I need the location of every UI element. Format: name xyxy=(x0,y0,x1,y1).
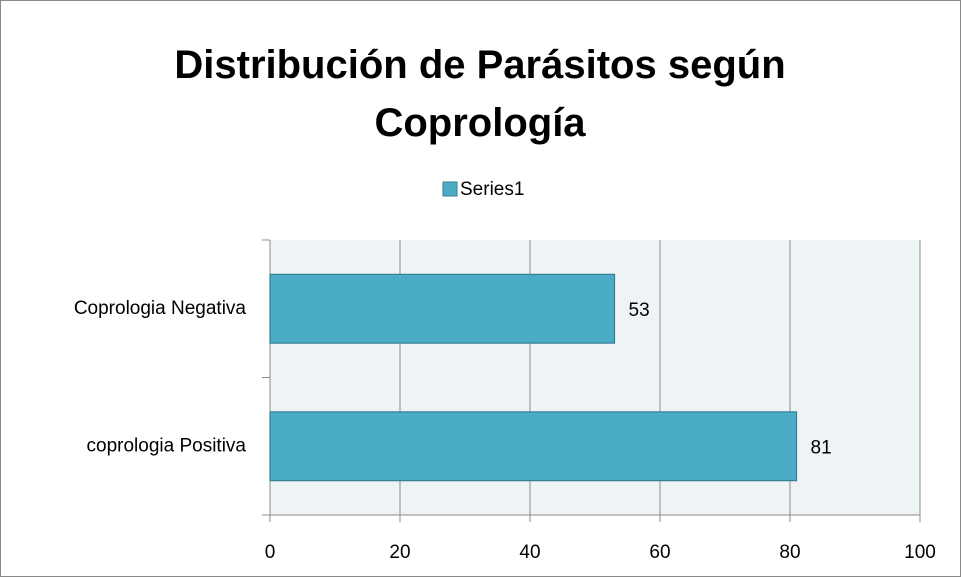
data-label: 81 xyxy=(811,437,832,458)
bar xyxy=(269,273,616,344)
y-tick-label: coprologia Positiva xyxy=(87,435,247,456)
legend-swatch xyxy=(442,181,458,197)
legend-label: Series1 xyxy=(460,179,524,200)
data-label: 53 xyxy=(629,300,650,321)
x-tick-label: 20 xyxy=(389,542,410,563)
x-tick-label: 40 xyxy=(519,542,540,563)
y-tick-label: Coprologia Negativa xyxy=(74,298,247,319)
bar xyxy=(269,411,798,482)
chart-title: Distribución de Parásitos según Coprolog… xyxy=(174,43,786,145)
x-tick-label: 80 xyxy=(779,542,800,563)
x-tick-label: 100 xyxy=(904,542,936,563)
x-tick-label: 60 xyxy=(649,542,670,563)
x-tick-label: 0 xyxy=(265,542,276,563)
